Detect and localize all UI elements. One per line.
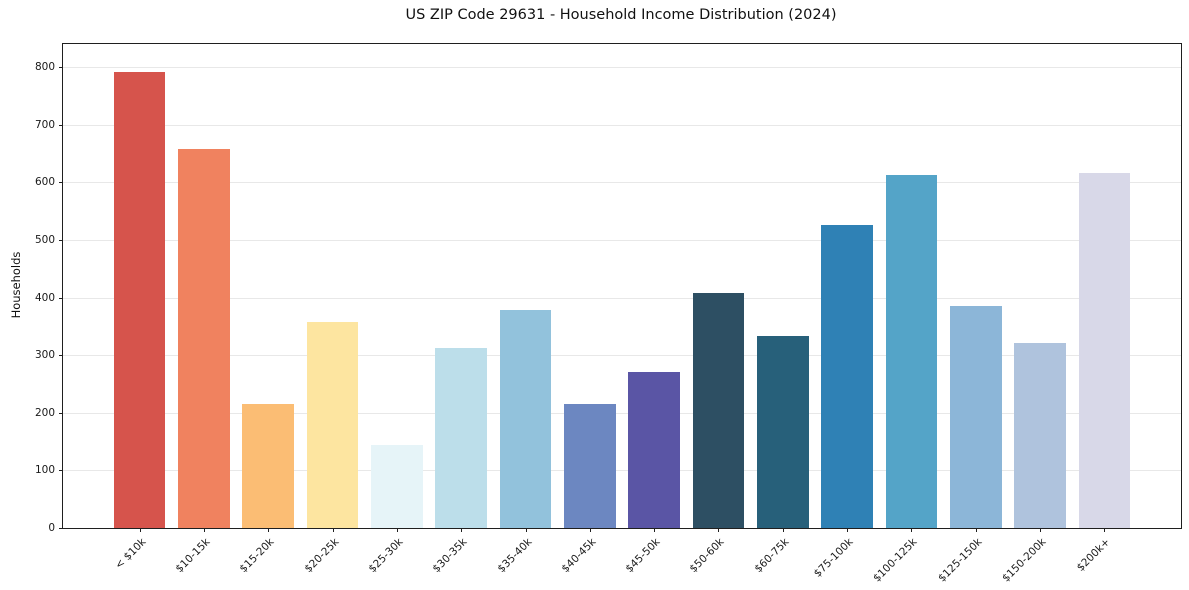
gridline xyxy=(63,182,1181,184)
x-tick-mark xyxy=(1040,528,1042,532)
x-tick-mark xyxy=(461,528,463,532)
y-tick-label: 0 xyxy=(48,522,55,534)
x-tick-mark xyxy=(139,528,141,532)
y-tick-label: 800 xyxy=(34,61,55,74)
x-tick-mark xyxy=(975,528,977,532)
x-tick-mark xyxy=(525,528,527,532)
x-tick-mark xyxy=(589,528,591,532)
y-tick-label: 600 xyxy=(34,176,55,189)
y-tick-mark xyxy=(59,239,63,241)
y-tick-mark xyxy=(59,355,63,357)
bar xyxy=(821,224,873,528)
bar xyxy=(242,403,294,528)
x-tick-mark xyxy=(718,528,720,532)
y-tick-label: 500 xyxy=(34,233,55,246)
y-tick-label: 700 xyxy=(34,118,55,131)
x-tick-mark xyxy=(847,528,849,532)
bar xyxy=(885,175,938,528)
gridline xyxy=(63,355,1181,357)
y-tick-mark xyxy=(59,67,63,69)
bar xyxy=(113,72,166,528)
gridline xyxy=(63,412,1181,414)
y-tick-mark xyxy=(59,124,63,126)
bar xyxy=(1078,172,1131,528)
y-tick-label: 300 xyxy=(34,349,55,362)
chart-title: US ZIP Code 29631 - Household Income Dis… xyxy=(405,7,837,23)
y-tick-mark xyxy=(59,182,63,184)
bar xyxy=(564,403,616,528)
bar xyxy=(435,348,487,528)
y-tick-mark xyxy=(59,297,63,299)
y-tick-mark xyxy=(59,528,63,529)
gridline xyxy=(63,239,1181,241)
y-axis-label: Households xyxy=(9,251,23,319)
bar xyxy=(178,149,230,528)
bar xyxy=(692,292,745,528)
gridline xyxy=(63,67,1181,69)
x-tick-mark xyxy=(396,528,398,532)
bar xyxy=(1014,343,1066,528)
x-tick-mark xyxy=(332,528,334,532)
gridline xyxy=(63,297,1181,299)
gridline xyxy=(63,124,1181,126)
plot-area: 0 100 200 300 400 500 600 700 800 < $10k $10-15k $1… xyxy=(35,43,1182,585)
bar xyxy=(306,321,359,528)
y-tick-label: 400 xyxy=(34,291,55,304)
x-tick-mark xyxy=(268,528,270,532)
x-tick-mark xyxy=(911,528,913,532)
x-tick-mark xyxy=(654,528,656,532)
x-tick-mark xyxy=(203,528,205,532)
gridline xyxy=(63,470,1181,472)
bar xyxy=(499,310,552,528)
bar xyxy=(757,336,809,528)
bar xyxy=(371,445,423,528)
y-tick-mark xyxy=(59,470,63,472)
bar xyxy=(628,371,680,528)
y-tick-mark xyxy=(59,412,63,414)
y-tick-label: 100 xyxy=(34,464,55,477)
x-tick-mark xyxy=(1104,528,1106,532)
bar xyxy=(950,305,1002,528)
x-tick-mark xyxy=(782,528,784,532)
y-tick-label: 200 xyxy=(34,406,55,419)
x-tick-label: < $10k xyxy=(112,536,149,572)
